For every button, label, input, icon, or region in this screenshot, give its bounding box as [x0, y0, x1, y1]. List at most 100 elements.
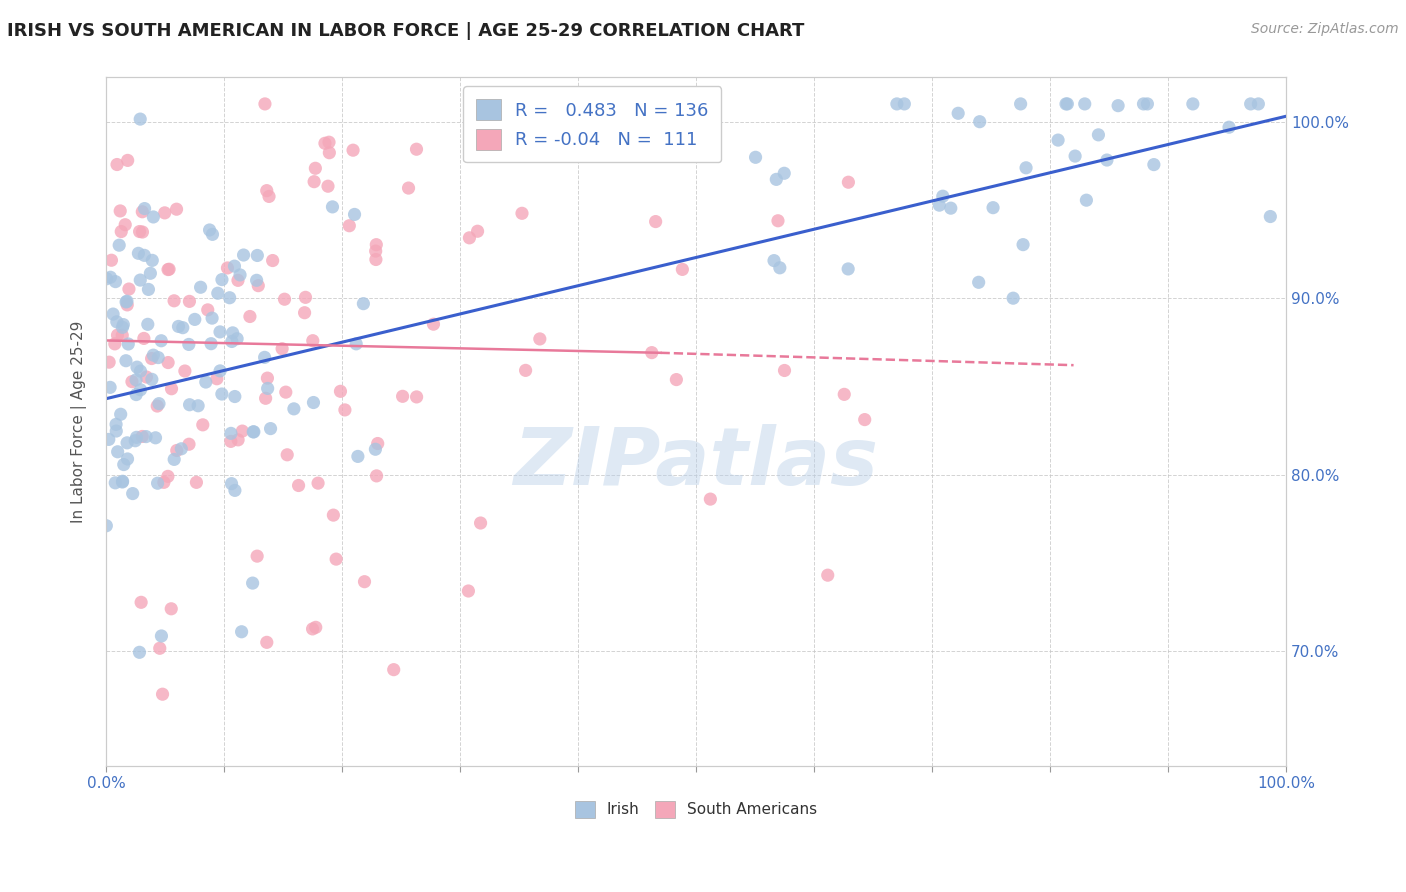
Point [939, 201, 962, 215]
Point [201, 227, 224, 242]
Point [221, 476, 243, 491]
Point [256, 184, 278, 198]
Point [96, 271, 118, 285]
Point [333, 403, 356, 417]
Point [218, 291, 240, 305]
Point [134, 202, 156, 216]
Point [671, 262, 693, 277]
Point [125, 373, 148, 387]
Point [135, 370, 157, 384]
Point [257, 189, 280, 203]
Point [1247, 97, 1270, 112]
Point [208, 325, 231, 339]
Point [699, 492, 721, 507]
Point [274, 385, 297, 400]
Point [1064, 149, 1087, 163]
Point [367, 436, 389, 450]
Point [112, 318, 135, 332]
Point [256, 635, 278, 649]
Point [231, 424, 253, 438]
Point [146, 476, 169, 491]
Point [946, 106, 969, 120]
Point [148, 397, 170, 411]
Point [186, 475, 208, 490]
Point [817, 568, 839, 582]
Point [124, 434, 146, 448]
Point [129, 364, 152, 378]
Point [232, 248, 254, 262]
Point [197, 302, 219, 317]
Point [347, 450, 370, 464]
Point [242, 425, 264, 439]
Point [969, 114, 991, 128]
Point [405, 142, 427, 156]
Point [529, 332, 551, 346]
Point [129, 383, 152, 397]
Point [163, 293, 186, 308]
Point [97, 433, 120, 447]
Point [117, 337, 139, 351]
Point [262, 253, 284, 268]
Point [343, 207, 366, 221]
Point [470, 516, 492, 530]
Point [364, 252, 387, 267]
Point [981, 201, 1004, 215]
Point [773, 363, 796, 377]
Point [224, 259, 246, 273]
Point [1260, 210, 1282, 224]
Point [294, 306, 316, 320]
Point [111, 320, 134, 334]
Point [111, 475, 134, 489]
Point [1047, 133, 1070, 147]
Point [98, 355, 121, 369]
Point [1132, 97, 1154, 112]
Point [132, 331, 155, 345]
Point [200, 336, 222, 351]
Point [766, 213, 789, 227]
Point [117, 153, 139, 168]
Point [125, 430, 148, 444]
Point [665, 373, 688, 387]
Point [209, 364, 232, 378]
Point [316, 179, 339, 194]
Point [224, 390, 246, 404]
Point [364, 244, 387, 258]
Point [305, 620, 328, 634]
Point [160, 382, 183, 396]
Point [422, 317, 444, 331]
Point [108, 238, 131, 252]
Point [318, 135, 340, 149]
Y-axis label: In Labor Force | Age 25-29: In Labor Force | Age 25-29 [72, 320, 87, 523]
Point [1136, 97, 1159, 112]
Point [136, 318, 159, 332]
Point [157, 262, 180, 277]
Point [111, 328, 134, 343]
Point [157, 355, 180, 369]
Point [96, 518, 118, 533]
Point [243, 425, 266, 439]
Point [641, 345, 664, 359]
Point [105, 157, 128, 171]
Point [886, 97, 908, 112]
Point [405, 390, 427, 404]
Point [253, 351, 276, 365]
Legend: Irish, South Americans: Irish, South Americans [568, 795, 824, 823]
Point [325, 552, 347, 566]
Point [307, 476, 329, 491]
Point [142, 210, 165, 224]
Point [129, 112, 152, 127]
Point [172, 320, 194, 334]
Point [1240, 97, 1263, 112]
Point [125, 387, 148, 401]
Text: ZIPatlas: ZIPatlas [513, 424, 879, 502]
Point [344, 336, 367, 351]
Point [366, 237, 388, 252]
Point [110, 225, 132, 239]
Point [226, 332, 249, 346]
Point [170, 442, 193, 456]
Point [366, 468, 388, 483]
Point [205, 372, 228, 386]
Point [769, 260, 792, 275]
Point [457, 584, 479, 599]
Point [302, 395, 325, 409]
